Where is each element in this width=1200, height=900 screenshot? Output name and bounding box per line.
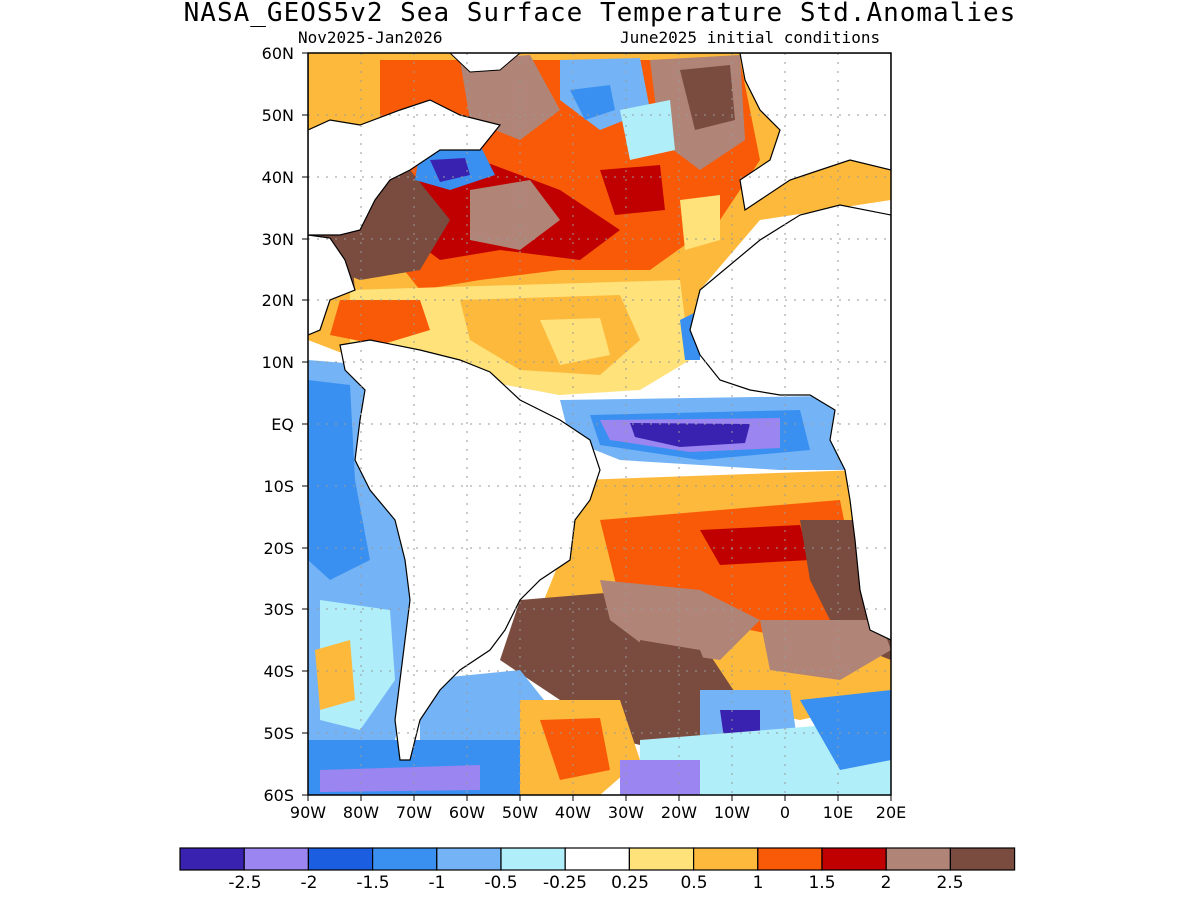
axis-ticks: [302, 52, 892, 801]
colorbar-label: -0.25: [543, 873, 587, 893]
colorbar-swatch: [243, 847, 309, 871]
colorbar-swatch: [500, 847, 566, 871]
lon-label: 60W: [448, 803, 486, 822]
colorbar-label: -2.5: [228, 873, 262, 893]
colorbar-label: 0.25: [611, 873, 649, 893]
colorbar-swatch: [757, 847, 823, 871]
lat-label: 60N: [261, 44, 294, 63]
lat-label: 10S: [263, 477, 294, 496]
lon-label: 70W: [395, 803, 433, 822]
colorbar-label: -1.5: [356, 873, 390, 893]
colorbar-label: 1: [752, 873, 764, 893]
colorbar-swatch: [307, 847, 374, 871]
map-title: NASA_GEOS5v2 Sea Surface Temperature Std…: [183, 0, 1017, 28]
lon-label: 20W: [660, 803, 698, 822]
lat-label: 30N: [261, 230, 294, 249]
initial-conditions: June2025 initial conditions: [620, 28, 881, 47]
lon-label: 50W: [501, 803, 539, 822]
colorbar-label: -0.5: [484, 873, 518, 893]
lat-label: 50N: [261, 106, 294, 125]
colorbar-swatch: [821, 847, 887, 871]
colorbar-label: 2: [880, 873, 892, 893]
lat-label: 20S: [263, 539, 294, 558]
lon-label: 10E: [822, 803, 854, 822]
lon-label: 20E: [875, 803, 907, 822]
lat-label: 10N: [261, 353, 294, 372]
colorbar-swatch: [628, 847, 695, 871]
colorbar-label: 2.5: [936, 873, 964, 893]
lat-label: 40S: [263, 662, 294, 681]
lon-label: 90W: [289, 803, 327, 822]
colorbar-label: -1: [428, 873, 446, 893]
lon-label: 40W: [554, 803, 592, 822]
colorbar-swatch: [692, 847, 759, 871]
lat-label: 30S: [263, 600, 294, 619]
colorbar-swatch: [179, 847, 245, 871]
lon-label: 30W: [607, 803, 645, 822]
lat-label: 20N: [261, 291, 294, 310]
colorbar: [179, 847, 1016, 871]
colorbar-swatch: [885, 847, 952, 871]
grid-lines: [308, 53, 891, 795]
colorbar-label: -2: [300, 873, 318, 893]
colorbar-label: 0.5: [680, 873, 708, 893]
colorbar-label: 1.5: [808, 873, 836, 893]
colorbar-swatch: [564, 847, 631, 871]
lon-label: 10W: [713, 803, 751, 822]
colorbar-swatch: [436, 847, 502, 871]
lat-label: EQ: [271, 415, 294, 434]
lon-label: 0: [779, 803, 791, 822]
lat-label: 50S: [263, 724, 294, 743]
lon-label: 80W: [342, 803, 380, 822]
colorbar-swatch: [372, 847, 438, 871]
lat-label: 40N: [261, 168, 294, 187]
anomaly-field: [308, 53, 891, 795]
colorbar-swatch: [949, 847, 1016, 871]
forecast-period: Nov2025-Jan2026: [298, 28, 443, 47]
lat-label: 60S: [263, 786, 294, 805]
